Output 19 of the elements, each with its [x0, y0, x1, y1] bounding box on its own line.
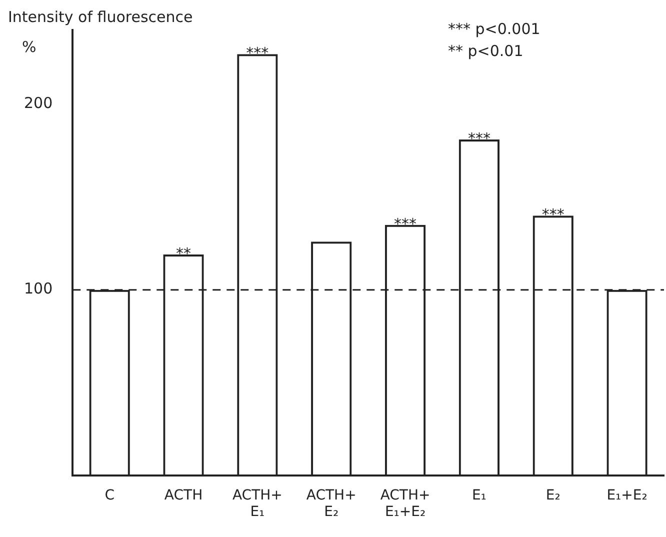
text: %	[22, 38, 36, 56]
x-tick-label: E₁+E₂	[606, 487, 648, 504]
annotation: ***	[542, 206, 565, 224]
x-tick-label: ACTH+ E₁	[232, 487, 282, 520]
y-tick-label: 100	[24, 280, 53, 298]
x-tick-label: ACTH+ E₂	[306, 487, 356, 520]
y-axis-title: Intensity of fluorescence	[8, 8, 193, 26]
annotation: **	[176, 244, 192, 263]
x-tick-label: ACTH+ E₁+E₂	[380, 487, 430, 520]
annotation: ***	[246, 44, 270, 62]
x-tick-label: E₂	[546, 487, 560, 504]
x-tick-label: C	[104, 487, 115, 504]
annotation: *** p<0.001	[448, 20, 540, 38]
annotation: ** p<0.01	[448, 42, 524, 60]
x-tick-label: E₁	[472, 487, 486, 504]
x-tick-label: ACTH	[164, 487, 203, 504]
annotation: ***	[394, 214, 418, 233]
y-tick-label: 200	[24, 94, 53, 112]
annotation: ***	[468, 129, 491, 148]
